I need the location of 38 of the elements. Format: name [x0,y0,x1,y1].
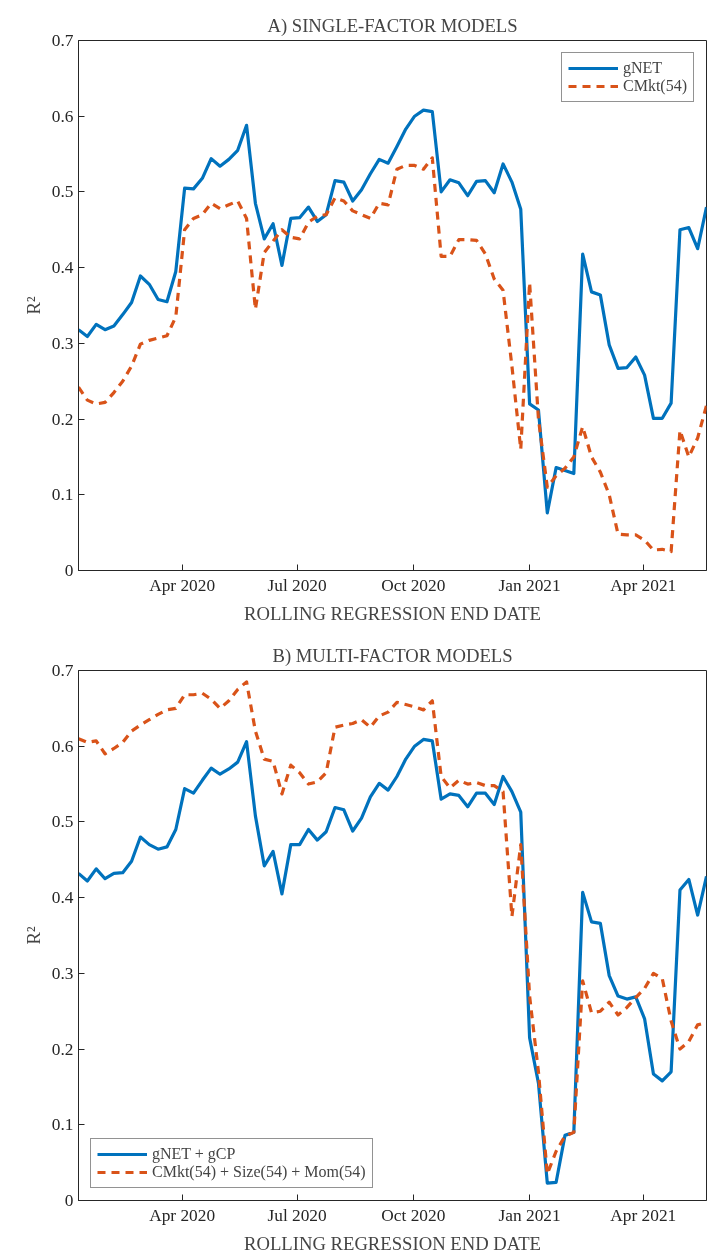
x-tick-label: Apr 2021 [610,1205,677,1225]
y-tick-label: 0.1 [51,1115,74,1135]
x-tick-label: Apr 2020 [149,1205,216,1225]
y-tick-label: 0.1 [51,485,74,505]
x-tick-label: Oct 2020 [381,575,446,595]
x-tick-label: Jul 2020 [267,1205,327,1225]
x-tick-label: Jul 2020 [267,575,327,595]
y-tick-label: 0 [64,1191,74,1210]
x-axis-title: ROLLING REGRESSION END DATE [244,602,541,624]
x-tick-label: Oct 2020 [381,1205,446,1225]
line-series [78,108,707,515]
y-tick-label: 0.7 [51,661,74,680]
chart-title: B) MULTI-FACTOR MODELS [272,644,513,667]
legend-label: gNET [623,59,663,77]
y-tick-label: 0.6 [51,106,74,126]
y-tick-label: 0.2 [51,409,74,429]
x-tick-label: Jan 2021 [498,1205,561,1225]
y-tick-label: 0.2 [51,1039,74,1059]
x-tick-label: Apr 2020 [149,575,216,595]
y-tick-label: 0.3 [51,963,74,983]
y-axis-title: R² [22,296,44,315]
y-tick-label: 0.3 [51,333,74,353]
x-axis-title: ROLLING REGRESSION END DATE [244,1232,541,1254]
y-tick-label: 0.4 [51,258,74,278]
line-series [78,156,707,554]
y-tick-label: 0.5 [51,182,74,202]
legend-label: CMkt(54) [623,77,687,95]
y-axis-title: R² [22,926,44,945]
y-tick-label: 0.4 [51,888,74,908]
y-tick-label: 0 [64,561,74,580]
y-tick-label: 0.7 [51,31,74,50]
y-tick-label: 0.5 [51,812,74,832]
x-tick-label: Apr 2021 [610,575,677,595]
x-tick-label: Jan 2021 [498,575,561,595]
y-tick-label: 0.6 [51,736,74,756]
legend-label: CMkt(54) + Size(54) + Mom(54) [152,1163,366,1181]
chart-title: A) SINGLE-FACTOR MODELS [267,14,518,37]
legend-label: gNET + gCP [152,1145,236,1163]
